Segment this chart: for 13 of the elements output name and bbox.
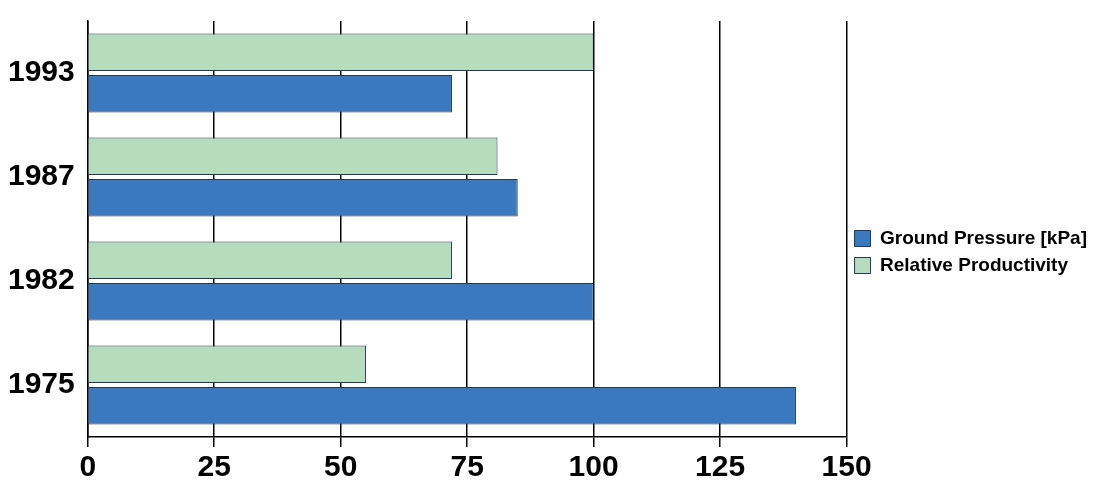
y-tick-label: 1987 [7,158,75,192]
x-tick-label: 50 [323,449,358,483]
legend-label: Ground Pressure [kPa] [880,226,1087,248]
y-tick-label: 1993 [7,54,75,88]
x-tick-label: 125 [695,449,746,483]
x-tick-label: 75 [450,449,484,483]
x-tick-label: 25 [197,449,231,483]
x-tick-label: 0 [79,449,97,483]
legend-label: Relative Productivity [880,253,1069,275]
y-tick-label: 1982 [7,262,75,296]
x-tick-label: 150 [821,449,872,483]
y-tick-label: 1975 [7,366,75,400]
x-tick-label: 100 [568,449,619,483]
